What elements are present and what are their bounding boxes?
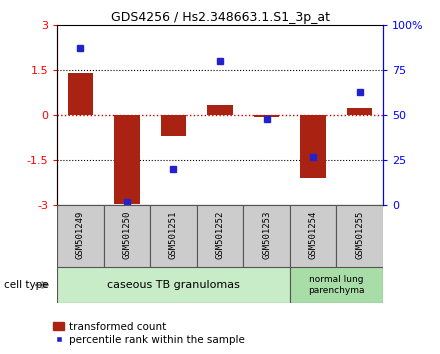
Bar bbox=[300, 115, 326, 178]
Bar bbox=[347, 108, 372, 115]
Bar bbox=[197, 205, 243, 267]
Text: GSM501255: GSM501255 bbox=[355, 211, 364, 259]
Text: GSM501250: GSM501250 bbox=[122, 211, 132, 259]
Bar bbox=[68, 73, 93, 115]
Bar bbox=[150, 205, 197, 267]
Title: GDS4256 / Hs2.348663.1.S1_3p_at: GDS4256 / Hs2.348663.1.S1_3p_at bbox=[110, 11, 330, 24]
Bar bbox=[57, 205, 104, 267]
Bar bbox=[290, 205, 336, 267]
Text: cell type: cell type bbox=[4, 280, 49, 290]
Text: caseous TB granulomas: caseous TB granulomas bbox=[107, 280, 240, 290]
Text: GSM501249: GSM501249 bbox=[76, 211, 85, 259]
Bar bbox=[207, 104, 233, 115]
Bar bbox=[254, 115, 279, 116]
Bar bbox=[336, 205, 383, 267]
Bar bbox=[290, 267, 383, 303]
Text: GSM501251: GSM501251 bbox=[169, 211, 178, 259]
Bar bbox=[161, 115, 186, 136]
Text: GSM501254: GSM501254 bbox=[308, 211, 318, 259]
Bar bbox=[104, 205, 150, 267]
Bar bbox=[57, 267, 290, 303]
Legend: transformed count, percentile rank within the sample: transformed count, percentile rank withi… bbox=[49, 317, 249, 349]
Bar bbox=[114, 115, 140, 204]
Text: normal lung
parenchyma: normal lung parenchyma bbox=[308, 275, 364, 295]
Text: GSM501253: GSM501253 bbox=[262, 211, 271, 259]
Bar bbox=[243, 205, 290, 267]
Text: GSM501252: GSM501252 bbox=[216, 211, 224, 259]
